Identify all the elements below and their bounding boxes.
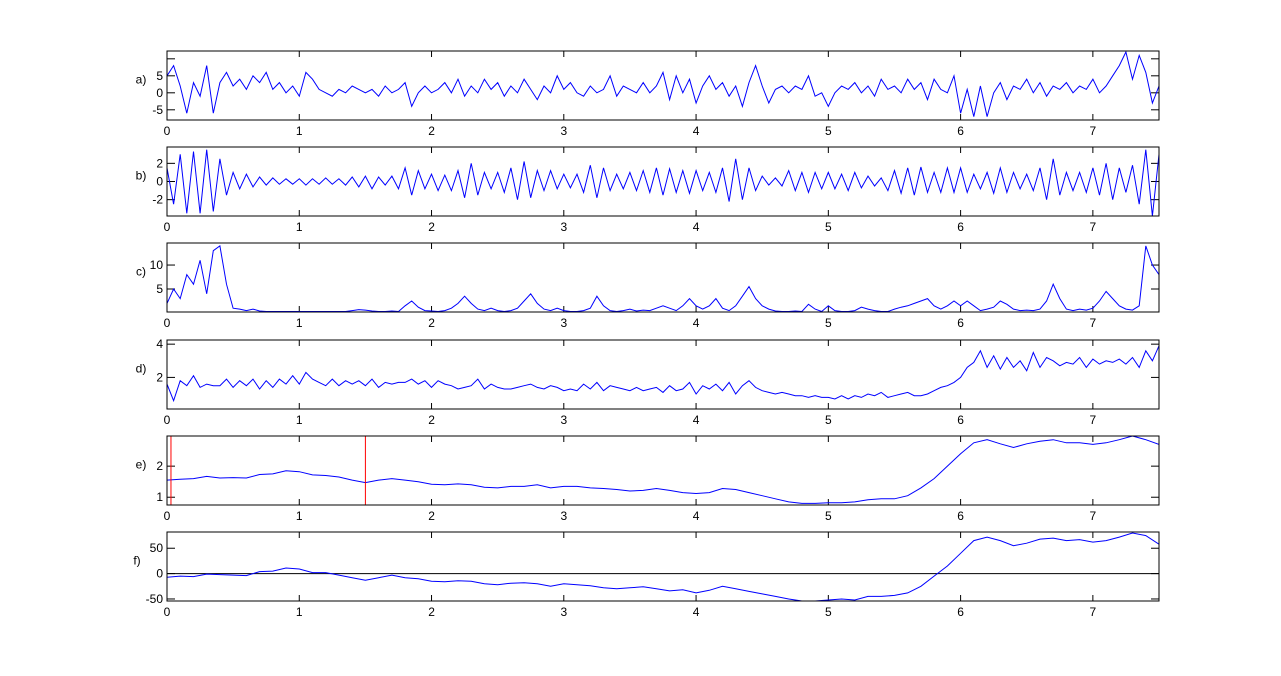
- x-tick-label: 3: [560, 509, 567, 523]
- y-axis-label: c): [136, 265, 146, 279]
- axes-background: [167, 243, 1159, 312]
- x-tick-label: 3: [560, 124, 567, 138]
- x-tick-label: 3: [560, 413, 567, 427]
- x-tick-label: 5: [825, 220, 832, 234]
- x-tick-label: 4: [693, 605, 700, 619]
- x-tick-label: 1: [296, 605, 303, 619]
- y-tick-label: 50: [150, 541, 164, 555]
- series-line: [167, 149, 1159, 216]
- x-tick-label: 6: [957, 220, 964, 234]
- y-tick-label: 4: [156, 337, 163, 351]
- axes-background: [167, 436, 1159, 505]
- y-axis-label: e): [136, 458, 147, 472]
- x-tick-label: 0: [164, 413, 171, 427]
- x-tick-label: 5: [825, 124, 832, 138]
- x-tick-label: 2: [428, 413, 435, 427]
- x-tick-label: 5: [825, 316, 832, 330]
- x-tick-label: 4: [693, 413, 700, 427]
- x-tick-label: 2: [428, 124, 435, 138]
- x-tick-label: 2: [428, 220, 435, 234]
- axes-background: [167, 51, 1159, 120]
- series-line: [167, 436, 1159, 504]
- x-tick-label: 2: [428, 509, 435, 523]
- x-tick-label: 7: [1090, 413, 1097, 427]
- y-tick-label: 0: [156, 175, 163, 189]
- x-tick-label: 4: [693, 124, 700, 138]
- axes-box: [166, 146, 1160, 217]
- y-tick-label: -5: [152, 103, 163, 117]
- y-tick-label: 10: [150, 258, 164, 272]
- subplot-d: 0 1 2 3 4 5 6 7 2 4 d): [136, 337, 1160, 427]
- axes-background: [167, 147, 1159, 216]
- x-tick-label: 4: [693, 509, 700, 523]
- x-tick-label: 7: [1090, 220, 1097, 234]
- x-tick-label: 6: [957, 124, 964, 138]
- axes-box: [166, 339, 1160, 410]
- x-tick-label: 0: [164, 316, 171, 330]
- y-tick-label: -2: [152, 193, 163, 207]
- y-tick-label: 2: [156, 156, 163, 170]
- x-tick-label: 7: [1090, 605, 1097, 619]
- axes-background: [167, 340, 1159, 409]
- series-line: [167, 51, 1159, 117]
- x-tick-label: 7: [1090, 316, 1097, 330]
- axes-box: [166, 531, 1160, 602]
- y-tick-label: 0: [156, 567, 163, 581]
- x-tick-label: 0: [164, 605, 171, 619]
- y-axis-label: b): [136, 169, 147, 183]
- x-tick-label: 1: [296, 316, 303, 330]
- x-tick-label: 7: [1090, 124, 1097, 138]
- x-tick-label: 3: [560, 220, 567, 234]
- y-tick-label: 0: [156, 86, 163, 100]
- series-line: [167, 345, 1159, 403]
- x-tick-label: 4: [693, 220, 700, 234]
- x-tick-label: 4: [693, 316, 700, 330]
- y-tick-label: 2: [156, 370, 163, 384]
- x-tick-label: 1: [296, 220, 303, 234]
- x-tick-label: 6: [957, 605, 964, 619]
- y-axis-label: a): [136, 73, 147, 87]
- x-tick-label: 3: [560, 605, 567, 619]
- y-axis-label: f): [133, 554, 140, 568]
- x-tick-label: 5: [825, 605, 832, 619]
- x-tick-label: 5: [825, 509, 832, 523]
- series-line: [167, 532, 1159, 601]
- y-tick-label: 2: [156, 459, 163, 473]
- x-tick-label: 6: [957, 316, 964, 330]
- x-tick-label: 0: [164, 509, 171, 523]
- x-tick-label: 6: [957, 413, 964, 427]
- x-tick-label: 6: [957, 509, 964, 523]
- axes-box: [166, 50, 1160, 121]
- y-tick-label: 1: [156, 490, 163, 504]
- x-tick-label: 1: [296, 413, 303, 427]
- x-tick-label: 0: [164, 124, 171, 138]
- x-tick-label: 5: [825, 413, 832, 427]
- axes-background: [167, 532, 1159, 601]
- y-tick-label: 5: [156, 69, 163, 83]
- x-tick-label: 3: [560, 316, 567, 330]
- y-tick-label: 5: [156, 282, 163, 296]
- x-tick-label: 7: [1090, 509, 1097, 523]
- x-tick-label: 1: [296, 509, 303, 523]
- y-axis-label: d): [136, 362, 147, 376]
- y-tick-label: -50: [146, 592, 164, 606]
- axes-box: [166, 435, 1160, 506]
- x-tick-label: 2: [428, 316, 435, 330]
- x-tick-label: 1: [296, 124, 303, 138]
- x-tick-label: 2: [428, 605, 435, 619]
- subplot-c: 0 1 2 3 4 5 6 7 5 10 c): [136, 242, 1160, 330]
- axes-box: [166, 242, 1160, 313]
- x-tick-label: 0: [164, 220, 171, 234]
